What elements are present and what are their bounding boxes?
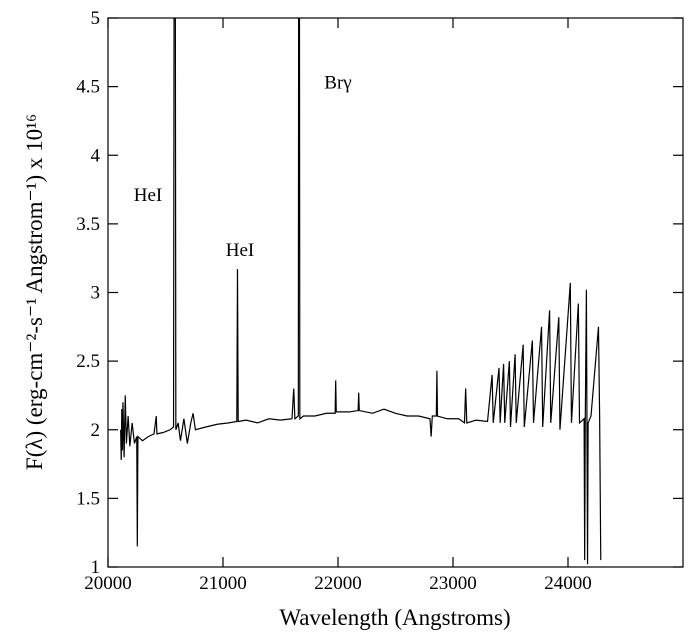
x-tick-label: 22000 xyxy=(314,573,362,594)
annotation: HeI xyxy=(134,185,162,206)
y-tick-label: 3.5 xyxy=(76,214,100,235)
y-axis-label: F(λ) (erg-cm⁻²-s⁻¹ Angstrom⁻¹) x 10¹⁶ xyxy=(22,114,47,470)
annotation: HeI xyxy=(226,240,254,261)
y-tick-label: 1.5 xyxy=(76,488,100,509)
x-axis-label: Wavelength (Angstroms) xyxy=(279,605,510,630)
x-tick-label: 24000 xyxy=(544,573,592,594)
y-tick-label: 4 xyxy=(91,145,101,166)
x-tick-label: 20000 xyxy=(84,573,132,594)
x-tick-label: 21000 xyxy=(199,573,247,594)
y-tick-label: 4.5 xyxy=(76,77,100,98)
y-tick-label: 3 xyxy=(91,283,101,304)
y-tick-label: 5 xyxy=(91,8,101,29)
plot-frame xyxy=(107,17,684,568)
spectrum-line xyxy=(120,18,602,565)
y-tick-label: 2.5 xyxy=(76,351,100,372)
annotation: Brγ xyxy=(324,73,351,94)
x-tick-label: 23000 xyxy=(429,573,477,594)
y-tick-label: 2 xyxy=(91,420,101,441)
y-tick-label: 1 xyxy=(91,557,101,578)
